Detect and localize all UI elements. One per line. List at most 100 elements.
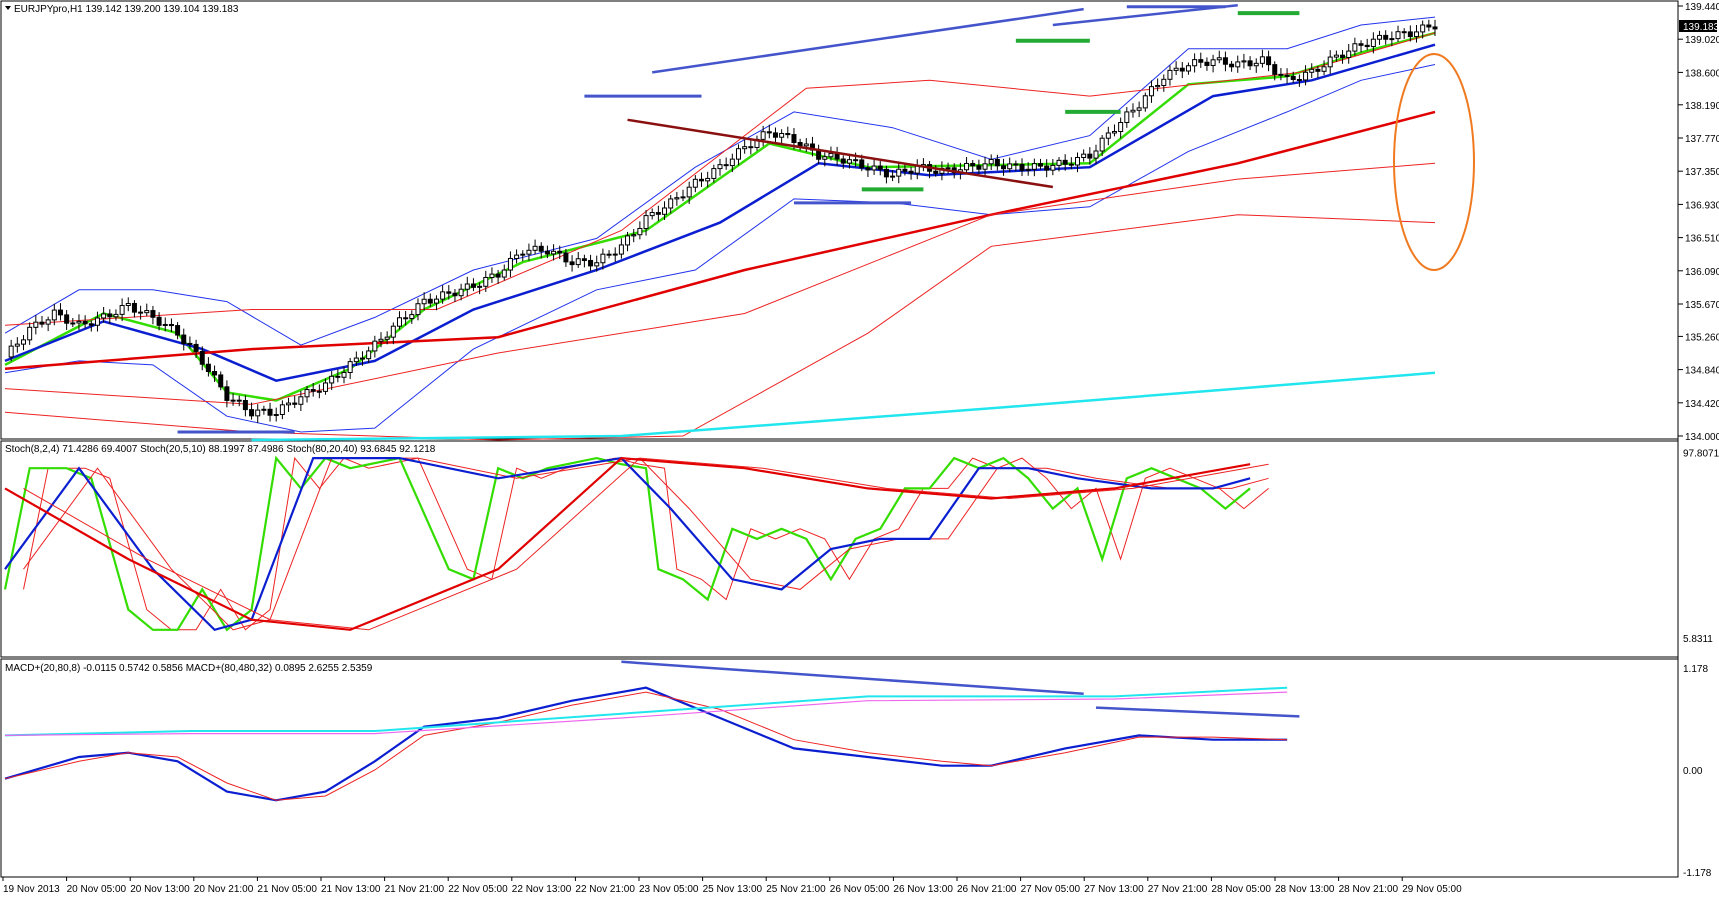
annotation-macd-trend-1[interactable] — [621, 660, 1084, 696]
candle-body — [637, 227, 643, 236]
candle-body — [230, 399, 236, 402]
candle-body — [680, 196, 686, 199]
candle-body — [1401, 31, 1407, 34]
candle-body — [162, 323, 168, 326]
candle-body — [421, 298, 427, 305]
candle-body — [113, 313, 119, 318]
candle-body — [1327, 56, 1333, 68]
signal-stoch-red-thick — [23, 457, 1269, 631]
candle-body — [1352, 43, 1358, 52]
candle-body — [526, 249, 532, 255]
price-tick-label: 136.090 — [1685, 267, 1719, 278]
candle-body — [446, 291, 452, 294]
candle-body — [464, 283, 470, 290]
dropdown-triangle-icon[interactable] — [5, 6, 11, 10]
current-price-label: 139.183 — [1683, 22, 1719, 33]
candle-body — [1136, 107, 1142, 111]
candle-body — [14, 343, 20, 347]
candle-body — [705, 177, 711, 182]
candle-body — [1389, 38, 1395, 41]
candle-body — [1370, 38, 1376, 48]
time-tick-label: 23 Nov 05:00 — [639, 884, 699, 895]
candle-body — [57, 309, 63, 316]
time-tick-label: 20 Nov 13:00 — [130, 884, 190, 895]
macd-layer — [4, 660, 1300, 802]
candle-body — [674, 197, 680, 200]
candle-body — [335, 375, 341, 378]
candle-body — [748, 146, 754, 149]
candle-body — [101, 313, 107, 319]
candle-body — [452, 292, 458, 297]
candle-body — [82, 320, 88, 325]
series-stoch-blue — [4, 456, 1251, 632]
candle-body — [390, 325, 396, 338]
candle-body — [1407, 31, 1413, 38]
candle-body — [273, 414, 279, 417]
candle-body — [267, 408, 273, 416]
candle-body — [1019, 163, 1025, 171]
candle-body — [458, 288, 464, 297]
candle-body — [1044, 165, 1050, 171]
candle-body — [742, 146, 748, 150]
candle-body — [655, 212, 661, 215]
candle-body — [699, 178, 705, 182]
current-price-tag — [1679, 20, 1717, 32]
candle-body — [538, 245, 544, 252]
candle-body — [1315, 68, 1321, 72]
candle-body — [1068, 163, 1074, 166]
candle-body — [249, 409, 255, 417]
candle-body — [131, 302, 137, 313]
time-tick-label: 21 Nov 05:00 — [257, 884, 317, 895]
candle-body — [853, 159, 859, 162]
candle-body — [286, 402, 292, 406]
annotation-trend-blue-upper2[interactable] — [1052, 3, 1238, 27]
candle-body — [1105, 132, 1111, 139]
annotation-macd-trend-2[interactable] — [1095, 706, 1300, 718]
series-ma-red-upper — [4, 32, 1436, 326]
time-tick-label: 26 Nov 05:00 — [830, 884, 890, 895]
candle-body — [39, 321, 45, 325]
candle-body — [1099, 137, 1105, 152]
candle-body — [668, 198, 674, 209]
candle-body — [310, 389, 316, 392]
candle-body — [76, 320, 82, 324]
time-tick-label: 25 Nov 21:00 — [766, 884, 826, 895]
stoch-tick-label: 97.8071 — [1683, 448, 1719, 459]
candle-body — [507, 257, 513, 271]
stoch-header: Stoch(8,2,4) 71.4286 69.4007 Stoch(20,5,… — [5, 444, 436, 455]
candle-body — [902, 168, 908, 172]
candle-body — [8, 345, 14, 358]
price-panel[interactable] — [0, 0, 1679, 440]
macd-panel[interactable] — [0, 658, 1679, 878]
time-tick-label: 28 Nov 13:00 — [1275, 884, 1335, 895]
time-tick-label: 20 Nov 05:00 — [67, 884, 127, 895]
candle-body — [896, 168, 902, 177]
time-tick-label: 29 Nov 05:00 — [1402, 884, 1462, 895]
signal-stoch-blue — [23, 457, 1269, 631]
candle-body — [427, 298, 433, 304]
candle-body — [1346, 50, 1352, 58]
annotation-trend-darkred[interactable] — [627, 118, 1054, 189]
candle-body — [1081, 153, 1087, 158]
candle-body — [353, 357, 359, 363]
series-ma-cyan — [251, 371, 1436, 442]
candle-body — [329, 375, 335, 384]
candle-body — [735, 148, 741, 160]
candle-body — [341, 371, 347, 378]
target-zone-ellipse — [1393, 53, 1475, 271]
candle-body — [495, 273, 501, 278]
candle-body — [840, 158, 846, 164]
series-stoch-red-thick — [4, 456, 1251, 631]
candle-body — [976, 165, 982, 170]
candle-body — [1192, 59, 1198, 67]
candle-body — [1130, 109, 1136, 113]
annotation-trend-blue-upper[interactable] — [652, 7, 1084, 74]
candle-body — [1062, 159, 1068, 165]
candle-body — [557, 250, 563, 254]
candle-body — [1395, 31, 1401, 40]
candle-body — [1340, 54, 1346, 58]
candle-body — [384, 336, 390, 340]
candle-body — [1241, 60, 1247, 63]
candle-body — [1296, 78, 1302, 81]
